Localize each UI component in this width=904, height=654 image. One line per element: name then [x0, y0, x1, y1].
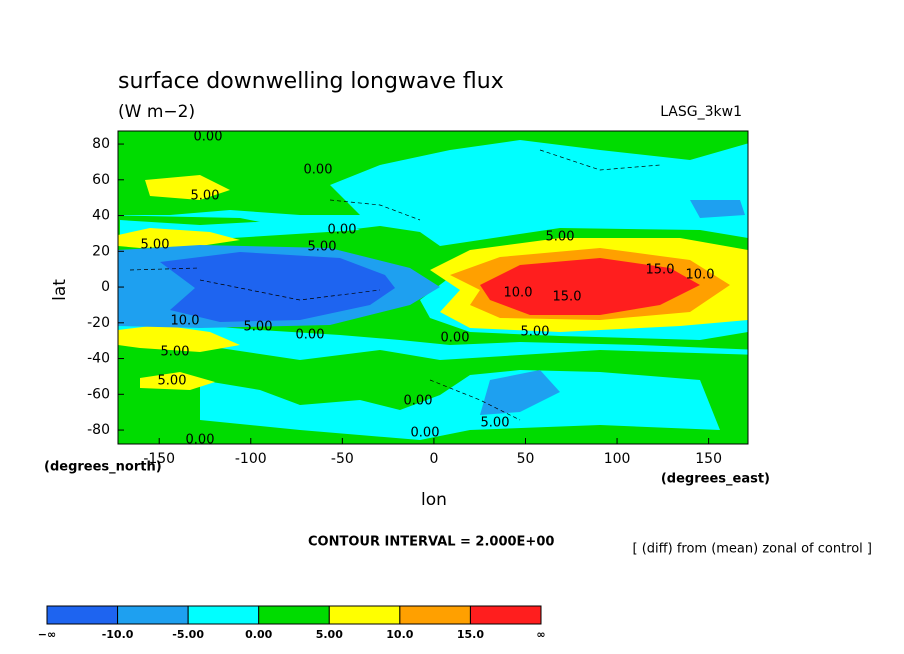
contour-label: 0.00: [441, 331, 470, 346]
footnote: [ (diff) from (mean) zonal of control ]: [633, 542, 872, 557]
colorbar-box: [46, 605, 119, 625]
region: [200, 370, 720, 440]
contour-label: 5.00: [481, 416, 510, 431]
x-tick-label: 0: [429, 451, 438, 467]
colorbar-label: -5.00: [172, 628, 204, 641]
contour-label: 0.00: [194, 130, 223, 145]
contour-label: 0.00: [404, 394, 433, 409]
colorbar-label: -10.0: [102, 628, 134, 641]
contour-label: 10.0: [171, 314, 200, 329]
contour-label: 5.00: [158, 374, 187, 389]
x-tick-label: -100: [235, 451, 267, 467]
region: [690, 200, 745, 218]
x-tick-label: 150: [695, 451, 722, 467]
y-tick-label: -40: [87, 351, 110, 367]
region: [480, 258, 700, 315]
contour-label: 5.00: [161, 345, 190, 360]
colorbar-box: [187, 605, 260, 625]
contour-label: 0.00: [296, 328, 325, 343]
chart-title: surface downwelling longwave flux: [118, 69, 504, 94]
colorbar-label: −∞: [38, 628, 56, 641]
contour-label: 0.00: [186, 433, 215, 448]
region: [140, 372, 215, 390]
y-tick-label: 60: [92, 172, 110, 188]
colorbar-box: [469, 605, 542, 625]
colorbar-box: [258, 605, 330, 625]
y-tick-label: -20: [87, 315, 110, 331]
region: [145, 175, 230, 200]
contour-interval: CONTOUR INTERVAL = 2.000E+00: [308, 535, 554, 550]
y-axis-label: lat: [50, 279, 70, 301]
y-tick-label: 20: [92, 243, 110, 259]
field: [118, 131, 748, 444]
contour-line: [329, 199, 421, 221]
contour-label: 5.00: [546, 230, 575, 245]
region: [480, 370, 560, 415]
contour-label: 5.00: [308, 240, 337, 255]
x-tick-label: -50: [331, 451, 354, 467]
x-axis-label: lon: [421, 490, 447, 510]
x-tick-label: 100: [604, 451, 631, 467]
y-tick-label: 40: [92, 208, 110, 224]
colorbar-label: 0.00: [245, 628, 272, 641]
contour-line: [199, 279, 381, 301]
colorbar-box: [399, 605, 471, 625]
contour-label: 15.0: [646, 263, 675, 278]
y-unit: (degrees_north): [44, 460, 162, 475]
source-label: LASG_3kw1: [660, 104, 742, 120]
colorbar-box: [328, 605, 401, 625]
colorbar-label: ∞: [536, 628, 545, 641]
contour-line: [129, 267, 201, 271]
colorbar-label: 5.00: [316, 628, 343, 641]
chart-subtitle: (W m−2): [118, 102, 195, 122]
x-tick-label: 50: [517, 451, 535, 467]
contour-label: 10.0: [686, 268, 715, 283]
x-unit: (degrees_east): [661, 472, 770, 487]
y-tick-label: -80: [87, 422, 110, 438]
colorbar-label: 15.0: [457, 628, 484, 641]
contour-label: 0.00: [304, 163, 333, 178]
contour-label: 5.00: [521, 325, 550, 340]
contour-line: [429, 379, 521, 421]
y-tick-label: 0: [101, 279, 110, 295]
x-tick-label: -150: [143, 451, 175, 467]
colorbar-label: 10.0: [386, 628, 413, 641]
contour-label: 5.00: [191, 189, 220, 204]
contour-label: 0.00: [411, 426, 440, 441]
contour-label: 5.00: [141, 238, 170, 253]
y-tick-label: -60: [87, 386, 110, 402]
contour-label: 10.0: [504, 286, 533, 301]
contour-line: [539, 149, 661, 171]
contour-label: 5.00: [244, 320, 273, 335]
y-tick-label: 80: [92, 136, 110, 152]
region: [118, 228, 240, 248]
field-fill: [118, 131, 748, 444]
contour-label: 0.00: [328, 223, 357, 238]
region: [118, 325, 240, 352]
region: [160, 252, 395, 322]
region: [118, 131, 748, 215]
contour-label: 15.0: [553, 290, 582, 305]
colorbar-box: [117, 605, 189, 625]
